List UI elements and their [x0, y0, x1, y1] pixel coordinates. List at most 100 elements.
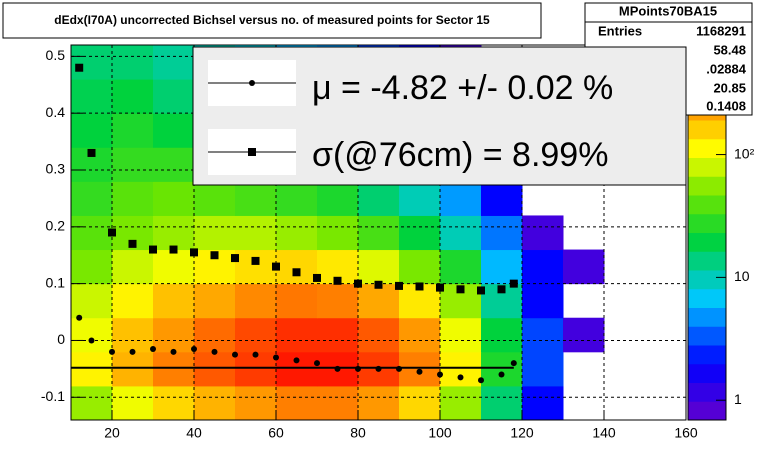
heat-cell — [112, 385, 154, 421]
heat-cell — [276, 181, 318, 216]
z-tick-label: 1 — [734, 391, 742, 407]
plot-frame — [70, 44, 687, 421]
heat-cell — [317, 385, 359, 421]
heat-cell — [112, 351, 154, 387]
heat-cell — [522, 317, 564, 353]
y-tick-label: 0 — [57, 331, 65, 347]
heat-cell — [235, 181, 277, 216]
x-tick-label: 60 — [268, 425, 284, 441]
heat-cell — [481, 385, 523, 421]
x-tick-label: 80 — [350, 425, 366, 441]
y-tick-label: 0.3 — [46, 161, 66, 177]
heat-cell — [153, 385, 195, 421]
color-bar-step — [688, 232, 726, 252]
heat-cell — [399, 215, 441, 251]
mean-marker — [457, 374, 464, 381]
x-tick-label: 160 — [674, 425, 698, 441]
mean-marker — [88, 337, 95, 344]
heat-cell — [194, 181, 236, 216]
mean-marker — [232, 351, 238, 358]
mean-marker — [334, 365, 341, 372]
heat-cell — [522, 215, 564, 251]
sigma-marker — [108, 228, 116, 237]
heat-cell — [399, 317, 441, 353]
heat-cell — [440, 351, 482, 387]
heat-cell — [317, 181, 359, 216]
axes: 20 40 60 80 100 120 140 160 -0.1 0 0.1 0.2 0.3 0.4 0.5 — [41, 47, 698, 441]
heat-cell — [153, 351, 195, 387]
mean-marker — [273, 354, 279, 361]
heat-cell — [112, 45, 154, 80]
mean-marker — [129, 348, 136, 355]
color-bar-step — [688, 326, 726, 346]
mean-marker — [150, 345, 156, 352]
heat-cell — [440, 181, 482, 216]
color-bar-step — [688, 345, 726, 365]
mean-marker — [314, 360, 320, 367]
heat-cell — [153, 147, 195, 182]
heat-cell — [194, 215, 236, 251]
mean-marker — [375, 365, 382, 372]
heat-cell — [481, 181, 523, 216]
heat-cell — [194, 351, 236, 387]
x-tick-label: 100 — [428, 425, 452, 441]
heat-cell — [235, 317, 277, 353]
heat-cell — [153, 317, 195, 353]
heat-cell — [440, 249, 482, 285]
mean-marker — [498, 371, 505, 378]
stats-value: 58.48 — [713, 42, 746, 57]
mean-marker — [252, 351, 259, 358]
heat-cell — [276, 385, 318, 421]
stats-value: .02884 — [706, 61, 747, 76]
color-bar-step — [688, 195, 726, 215]
mean-marker — [355, 365, 361, 372]
heat-cell — [153, 283, 195, 319]
sigma-marker — [231, 254, 239, 263]
heat-cell — [317, 317, 359, 353]
legend-label: σ(@76cm) = 8.99% — [312, 136, 608, 174]
sigma-marker — [190, 248, 198, 257]
heat-cell — [358, 317, 400, 353]
sigma-marker — [456, 285, 465, 294]
color-bar-step — [688, 157, 726, 177]
heat-cell — [399, 385, 441, 421]
legend-marker — [249, 80, 255, 86]
x-tick-label: 20 — [104, 425, 120, 441]
mean-marker — [170, 348, 177, 355]
mean-marker — [510, 360, 517, 367]
y-tick-label: -0.1 — [41, 388, 65, 404]
z-tick-label: 10 — [734, 268, 750, 284]
heat-cell — [358, 385, 400, 421]
color-bar-step — [688, 213, 726, 233]
z-tick-label: 10² — [734, 145, 755, 161]
color-bar-step — [688, 401, 726, 421]
heat-cell — [522, 283, 564, 319]
sigma-marker — [272, 262, 280, 271]
heat-cell — [563, 249, 605, 285]
mean-marker — [293, 357, 300, 364]
heat-cell — [112, 147, 154, 182]
heat-cell — [358, 283, 400, 319]
heat-cell — [481, 351, 523, 387]
heat-cell — [71, 351, 113, 387]
color-bar-step — [688, 382, 726, 402]
mean-marker — [478, 377, 484, 384]
color-bar-step — [688, 307, 726, 327]
heat-cell — [194, 385, 236, 421]
heat-cell — [153, 79, 195, 114]
heat-cell — [440, 385, 482, 421]
mean-marker — [396, 365, 402, 372]
x-tick-label: 120 — [510, 425, 534, 441]
heat-cell — [71, 113, 113, 148]
heat-cell — [276, 351, 318, 387]
heat-cell — [153, 113, 195, 148]
color-bar-step — [688, 138, 726, 158]
heat-cell — [71, 317, 113, 353]
y-tick-label: 0.2 — [46, 218, 66, 234]
sigma-marker — [354, 279, 362, 288]
sigma-marker — [169, 245, 178, 254]
color-bar-step — [688, 270, 726, 290]
heat-cell — [71, 215, 113, 251]
heat-cell — [276, 249, 318, 285]
